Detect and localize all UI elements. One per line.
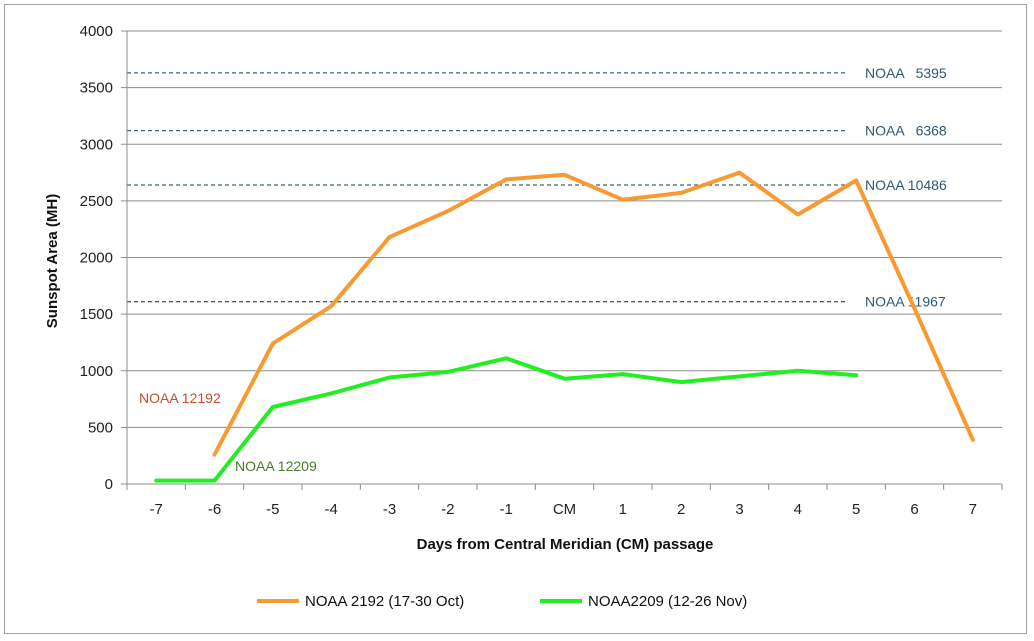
axes	[121, 30, 1003, 490]
annotation-label: NOAA 12209	[235, 458, 317, 474]
series-line-1	[212, 170, 975, 457]
y-tick-label: 2000	[80, 250, 113, 267]
y-tick-label: 500	[88, 419, 113, 436]
y-tick-label: 3500	[80, 80, 113, 97]
reference-line-label: NOAA 11967	[865, 294, 946, 310]
x-tick-label: 7	[969, 501, 977, 518]
x-tick-label: -6	[208, 501, 221, 518]
x-tick-label: -5	[266, 501, 279, 518]
y-axis-title: Sunspot Area (MH)	[44, 194, 61, 328]
y-tick-label: 4000	[80, 23, 113, 40]
reference-line-label: NOAA 5395	[865, 65, 947, 81]
legend: NOAA 2192 (17-30 Oct) NOAA2209 (12-26 Nov…	[257, 593, 747, 610]
y-tick-label: 0	[105, 476, 113, 493]
y-tick-labels: 0 500 1000 1500 2000 2500 3000 3500 4000	[80, 23, 113, 493]
y-tick-label: 1500	[80, 306, 113, 323]
reference-line-label: NOAA 10486	[865, 177, 947, 193]
reference-lines: NOAA 5395 NOAA 6368 NOAA 10486 NOAA 11967	[127, 65, 947, 310]
y-tick-label: 2500	[80, 193, 113, 210]
series-lines	[154, 170, 975, 483]
x-tick-label: -1	[499, 501, 512, 518]
x-tick-label: -2	[441, 501, 454, 518]
x-tick-label: CM	[553, 501, 576, 518]
annotations: NOAA 12192 NOAA 12209	[139, 390, 317, 474]
x-tick-label: -7	[149, 501, 162, 518]
x-tick-label: 6	[910, 501, 918, 518]
x-tick-label: 4	[794, 501, 802, 518]
chart-frame: NOAA 5395 NOAA 6368 NOAA 10486 NOAA 11967 0…	[4, 4, 1027, 634]
x-tick-label: -3	[383, 501, 396, 518]
line-chart: NOAA 5395 NOAA 6368 NOAA 10486 NOAA 11967 0…	[44, 23, 1003, 610]
x-tick-label: -4	[324, 501, 337, 518]
x-tick-labels: -7 -6 -5 -4 -3 -2 -1 CM 1 2 3 4 5 6 7	[149, 501, 977, 518]
x-tick-label: 1	[619, 501, 627, 518]
x-tick-label: 2	[677, 501, 685, 518]
x-axis-title: Days from Central Meridian (CM) passage	[417, 536, 714, 553]
legend-label: NOAA2209 (12-26 Nov)	[588, 593, 747, 610]
gridlines	[127, 30, 1002, 428]
reference-line-label: NOAA 6368	[865, 123, 947, 139]
legend-label: NOAA 2192 (17-30 Oct)	[305, 593, 464, 610]
x-tick-label: 5	[852, 501, 860, 518]
series-line-2	[154, 356, 859, 483]
annotation-label: NOAA 12192	[139, 390, 221, 406]
y-tick-label: 3000	[80, 136, 113, 153]
x-tick-label: 3	[735, 501, 743, 518]
y-tick-label: 1000	[80, 363, 113, 380]
